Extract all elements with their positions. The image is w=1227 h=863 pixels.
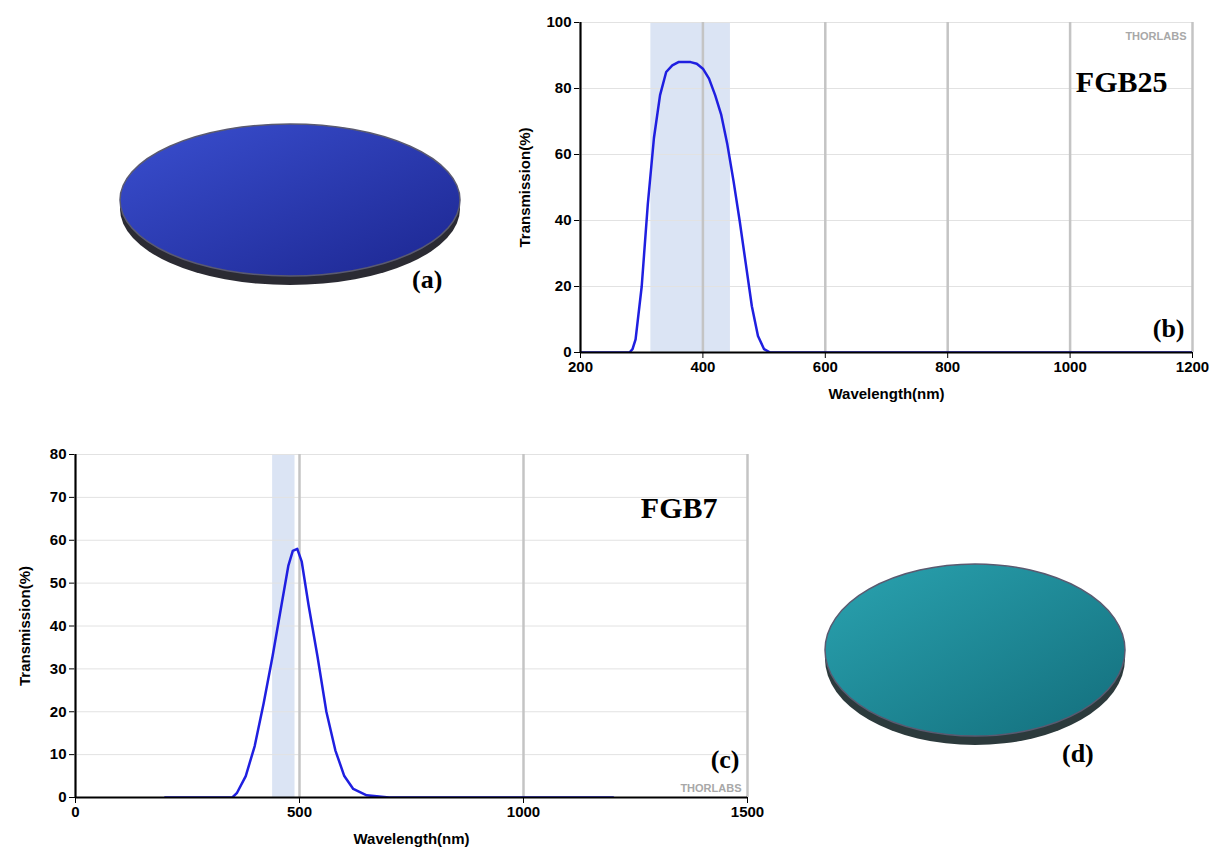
svg-text:0: 0 [563, 343, 572, 361]
svg-text:FGB25: FGB25 [1076, 65, 1168, 98]
svg-text:FGB7: FGB7 [641, 491, 718, 524]
svg-text:0: 0 [71, 803, 79, 820]
svg-text:400: 400 [690, 358, 715, 375]
svg-text:20: 20 [555, 277, 572, 294]
svg-text:(b): (b) [1153, 314, 1185, 343]
svg-text:70: 70 [50, 488, 67, 505]
svg-text:Wavelength(nm): Wavelength(nm) [353, 830, 469, 847]
svg-text:(d): (d) [1062, 739, 1094, 768]
svg-text:(a): (a) [412, 265, 442, 294]
svg-text:1000: 1000 [1053, 358, 1086, 375]
svg-text:20: 20 [50, 703, 67, 720]
svg-text:10: 10 [50, 745, 67, 762]
svg-text:200: 200 [568, 358, 593, 375]
svg-text:Transmission(%): Transmission(%) [16, 566, 33, 686]
svg-text:Transmission(%): Transmission(%) [516, 127, 533, 247]
svg-text:1000: 1000 [507, 803, 540, 820]
svg-text:THORLABS: THORLABS [1125, 30, 1186, 42]
svg-text:Wavelength(nm): Wavelength(nm) [828, 385, 944, 402]
svg-text:40: 40 [555, 211, 572, 228]
svg-text:500: 500 [287, 803, 312, 820]
svg-text:(c): (c) [711, 745, 740, 774]
svg-text:60: 60 [50, 531, 67, 548]
svg-text:1200: 1200 [1176, 358, 1209, 375]
svg-text:50: 50 [50, 574, 67, 591]
svg-text:30: 30 [50, 660, 67, 677]
svg-text:THORLABS: THORLABS [680, 782, 741, 794]
svg-text:80: 80 [555, 79, 572, 96]
svg-text:600: 600 [813, 358, 838, 375]
svg-text:80: 80 [50, 445, 67, 462]
svg-text:0: 0 [58, 788, 66, 805]
svg-text:1500: 1500 [731, 803, 764, 820]
svg-text:60: 60 [555, 145, 572, 162]
svg-text:40: 40 [50, 617, 67, 634]
svg-text:100: 100 [546, 13, 571, 30]
svg-text:800: 800 [935, 358, 960, 375]
